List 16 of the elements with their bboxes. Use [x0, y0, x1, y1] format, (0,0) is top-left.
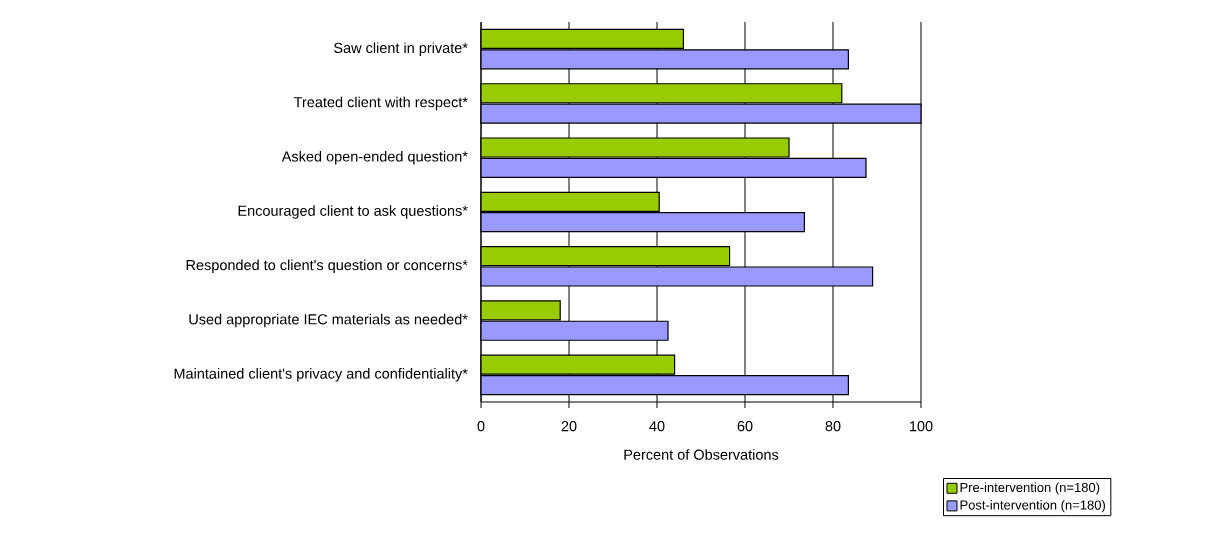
x-tick-label: 60 [737, 421, 753, 432]
legend-label: Pre-intervention (n=180) [960, 482, 1100, 495]
x-tick-label: 80 [825, 421, 841, 432]
x-tick-label: 40 [649, 421, 665, 432]
x-tick-label: 20 [561, 421, 577, 432]
x-tick-label: 100 [910, 421, 933, 432]
y-tick-label: Saw client in private* [334, 42, 468, 56]
x-axis-title: Percent of Observations [624, 449, 779, 460]
y-tick-label: Responded to client's question or concerns* [186, 259, 468, 274]
y-tick-label: Treated client with respect* [293, 96, 468, 111]
y-tick-label: Used appropriate IEC materials as needed* [189, 313, 468, 328]
y-tick-label: Maintained client's privacy and confidentiality* [174, 368, 468, 382]
x-tick-label: 0 [477, 421, 485, 432]
legend-label: Post-intervention (n=180) [960, 500, 1105, 513]
y-tick-label: Asked open-ended question* [281, 150, 468, 165]
y-tick-label: Encouraged client to ask questions* [238, 205, 468, 219]
